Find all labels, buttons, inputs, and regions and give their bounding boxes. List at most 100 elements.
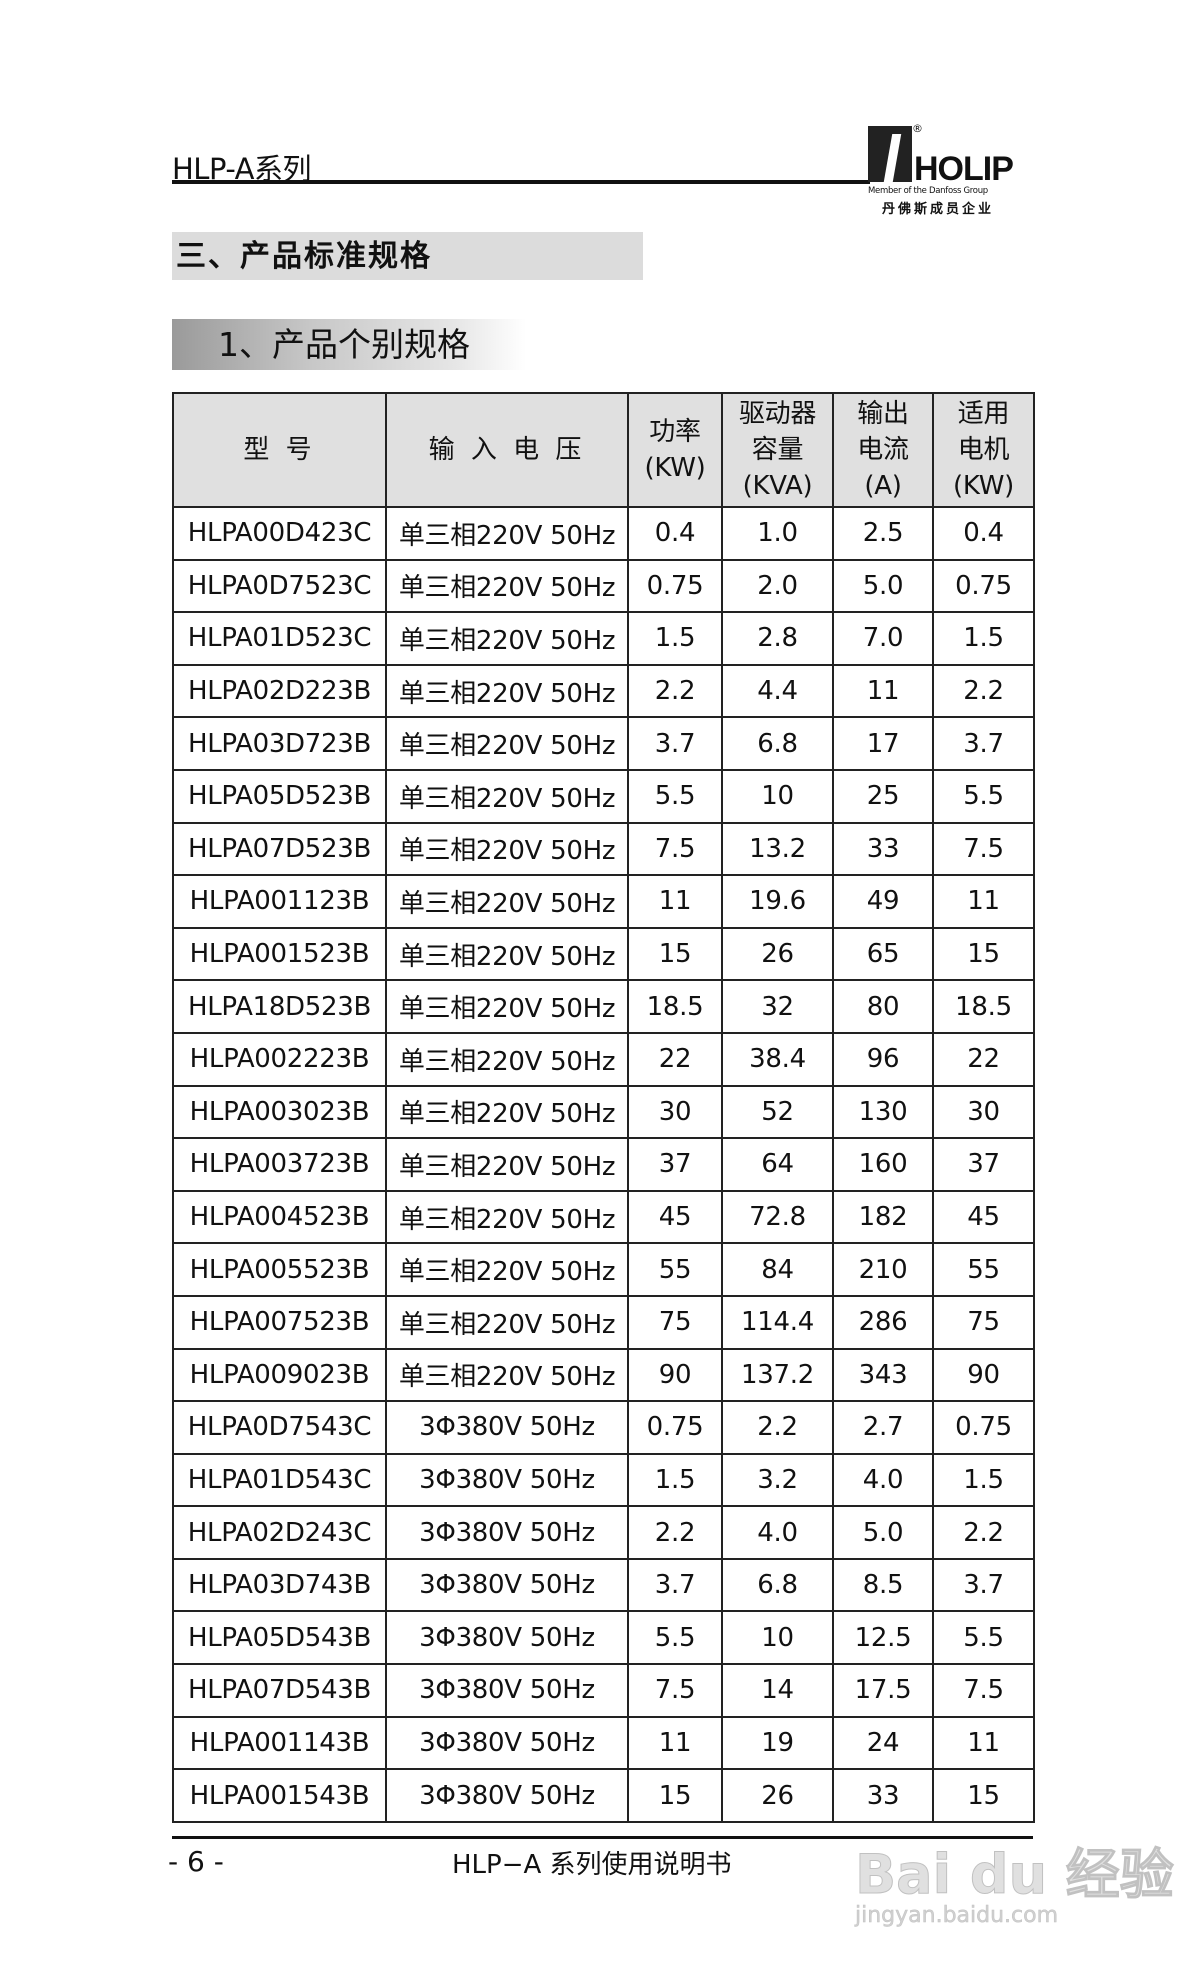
- table-cell: 单三相220V 50Hz: [385, 1347, 629, 1403]
- table-cell: 7.5: [627, 1663, 723, 1718]
- table-cell: HLPA001543B: [172, 1768, 387, 1823]
- table-cell: 6.8: [721, 1557, 834, 1613]
- table-cell: 0.4: [627, 506, 723, 561]
- table-cell: 182: [832, 1189, 934, 1245]
- table-cell: 7.0: [832, 611, 934, 666]
- table-cell: 单三相220V 50Hz: [385, 926, 629, 982]
- table-cell: 75: [627, 1294, 723, 1350]
- table-row: HLPA18D523B 单三相220V 50Hz 18.5 32 80 18.5: [172, 979, 1035, 1034]
- table-cell: 单三相220V 50Hz: [385, 1084, 629, 1140]
- table-cell: HLPA05D543B: [172, 1610, 387, 1666]
- table-cell: 343: [832, 1347, 934, 1403]
- table-cell: 38.4: [721, 1031, 834, 1087]
- table-cell: HLPA007523B: [172, 1294, 387, 1350]
- section-heading: 三、产品标准规格: [172, 232, 643, 280]
- table-cell: HLPA18D523B: [172, 979, 387, 1034]
- table-cell: HLPA001143B: [172, 1715, 387, 1771]
- table-cell: 13.2: [721, 821, 834, 877]
- column-header: 输 入 电 压: [385, 392, 629, 508]
- table-cell: 单三相220V 50Hz: [385, 558, 629, 614]
- table-cell: 15: [932, 1768, 1035, 1823]
- table-cell: HLPA001523B: [172, 926, 387, 982]
- logo-cn-text: 丹佛斯成员企业: [882, 202, 995, 217]
- holip-logo-mark-icon: [868, 126, 912, 182]
- table-cell: 11: [627, 1715, 723, 1771]
- table-cell: 5.0: [832, 558, 934, 614]
- table-row: HLPA001123B 单三相220V 50Hz 11 19.6 49 11: [172, 874, 1035, 929]
- table-cell: 5.5: [932, 1610, 1035, 1666]
- table-cell: 52: [721, 1084, 834, 1140]
- table-cell: 2.2: [627, 663, 723, 719]
- table-cell: 单三相220V 50Hz: [385, 874, 629, 929]
- table-cell: 单三相220V 50Hz: [385, 979, 629, 1034]
- table-header-row: 型 号输 入 电 压功率 (KW) 驱动器 容量 (KVA) 输出 电流 (A) 适用…: [172, 392, 1035, 508]
- table-cell: 4.0: [721, 1505, 834, 1560]
- table-cell: 2.2: [932, 1505, 1035, 1560]
- table-cell: 2.0: [721, 558, 834, 614]
- table-cell: HLPA07D543B: [172, 1663, 387, 1718]
- table-cell: 7.5: [932, 1663, 1035, 1718]
- table-cell: 5.5: [627, 768, 723, 824]
- table-cell: 84: [721, 1242, 834, 1297]
- table-cell: 19: [721, 1715, 834, 1771]
- watermark-url: jingyan.baidu.com: [855, 1903, 1059, 1929]
- table-cell: 2.2: [932, 663, 1035, 719]
- logo-member-text: Member of the Danfoss Group: [868, 186, 988, 196]
- table-cell: 11: [832, 663, 934, 719]
- table-row: HLPA003723B 单三相220V 50Hz 37 64 160 37: [172, 1137, 1035, 1192]
- table-cell: HLPA005523B: [172, 1242, 387, 1297]
- table-cell: 1.5: [932, 1452, 1035, 1508]
- table-cell: 3Φ380V 50Hz: [385, 1505, 629, 1560]
- table-cell: HLPA004523B: [172, 1189, 387, 1245]
- table-cell: 22: [627, 1031, 723, 1087]
- table-row: HLPA0D7543C 3Φ380V 50Hz 0.75 2.2 2.7 0.75: [172, 1400, 1035, 1455]
- table-cell: 14: [721, 1663, 834, 1718]
- footer-rule: [172, 1836, 1033, 1839]
- table-cell: 0.75: [627, 1400, 723, 1455]
- table-cell: 5.5: [932, 768, 1035, 824]
- table-row: HLPA0D7523C 单三相220V 50Hz 0.75 2.0 5.0 0.75: [172, 558, 1035, 614]
- table-cell: 0.75: [627, 558, 723, 614]
- table-cell: 12.5: [832, 1610, 934, 1666]
- table-cell: 45: [627, 1189, 723, 1245]
- table-cell: 1.5: [932, 611, 1035, 666]
- table-cell: 单三相220V 50Hz: [385, 768, 629, 824]
- table-cell: 5.0: [832, 1505, 934, 1560]
- table-cell: HLPA0D7523C: [172, 558, 387, 614]
- column-header: 驱动器 容量 (KVA): [721, 392, 834, 508]
- page-number: - 6 -: [168, 1845, 224, 1878]
- table-row: HLPA009023B 单三相220V 50Hz 90 137.2 343 90: [172, 1347, 1035, 1403]
- table-cell: 3Φ380V 50Hz: [385, 1557, 629, 1613]
- column-header: 适用 电机 (KW): [932, 392, 1035, 508]
- table-cell: 18.5: [627, 979, 723, 1034]
- table-cell: 30: [627, 1084, 723, 1140]
- table-cell: 2.5: [832, 506, 934, 561]
- table-cell: 单三相220V 50Hz: [385, 611, 629, 666]
- table-row: HLPA07D523B 单三相220V 50Hz 7.5 13.2 33 7.5: [172, 821, 1035, 877]
- table-cell: 17.5: [832, 1663, 934, 1718]
- table-cell: 11: [932, 874, 1035, 929]
- table-cell: 37: [627, 1137, 723, 1192]
- table-cell: 1.5: [627, 1452, 723, 1508]
- table-cell: 单三相220V 50Hz: [385, 716, 629, 771]
- table-cell: 137.2: [721, 1347, 834, 1403]
- table-row: HLPA003023B 单三相220V 50Hz 30 52 130 30: [172, 1084, 1035, 1140]
- watermark-brand: Bai du 经验: [855, 1843, 1175, 1907]
- table-cell: 单三相220V 50Hz: [385, 1031, 629, 1087]
- table-row: HLPA02D243C 3Φ380V 50Hz 2.2 4.0 5.0 2.2: [172, 1505, 1035, 1560]
- table-cell: 25: [832, 768, 934, 824]
- column-header: 功率 (KW): [627, 392, 723, 508]
- table-cell: 5.5: [627, 1610, 723, 1666]
- table-cell: 17: [832, 716, 934, 771]
- table-row: HLPA005523B 单三相220V 50Hz 55 84 210 55: [172, 1242, 1035, 1297]
- column-header: 型 号: [172, 392, 387, 508]
- table-row: HLPA05D543B 3Φ380V 50Hz 5.5 10 12.5 5.5: [172, 1610, 1035, 1666]
- table-cell: 64: [721, 1137, 834, 1192]
- table-cell: 130: [832, 1084, 934, 1140]
- table-cell: HLPA03D743B: [172, 1557, 387, 1613]
- table-cell: 2.7: [832, 1400, 934, 1455]
- subsection-heading: 1、产品个别规格: [172, 319, 526, 370]
- table-cell: 30: [932, 1084, 1035, 1140]
- table-row: HLPA001143B 3Φ380V 50Hz 11 19 24 11: [172, 1715, 1035, 1771]
- table-row: HLPA05D523B 单三相220V 50Hz 5.5 10 25 5.5: [172, 768, 1035, 824]
